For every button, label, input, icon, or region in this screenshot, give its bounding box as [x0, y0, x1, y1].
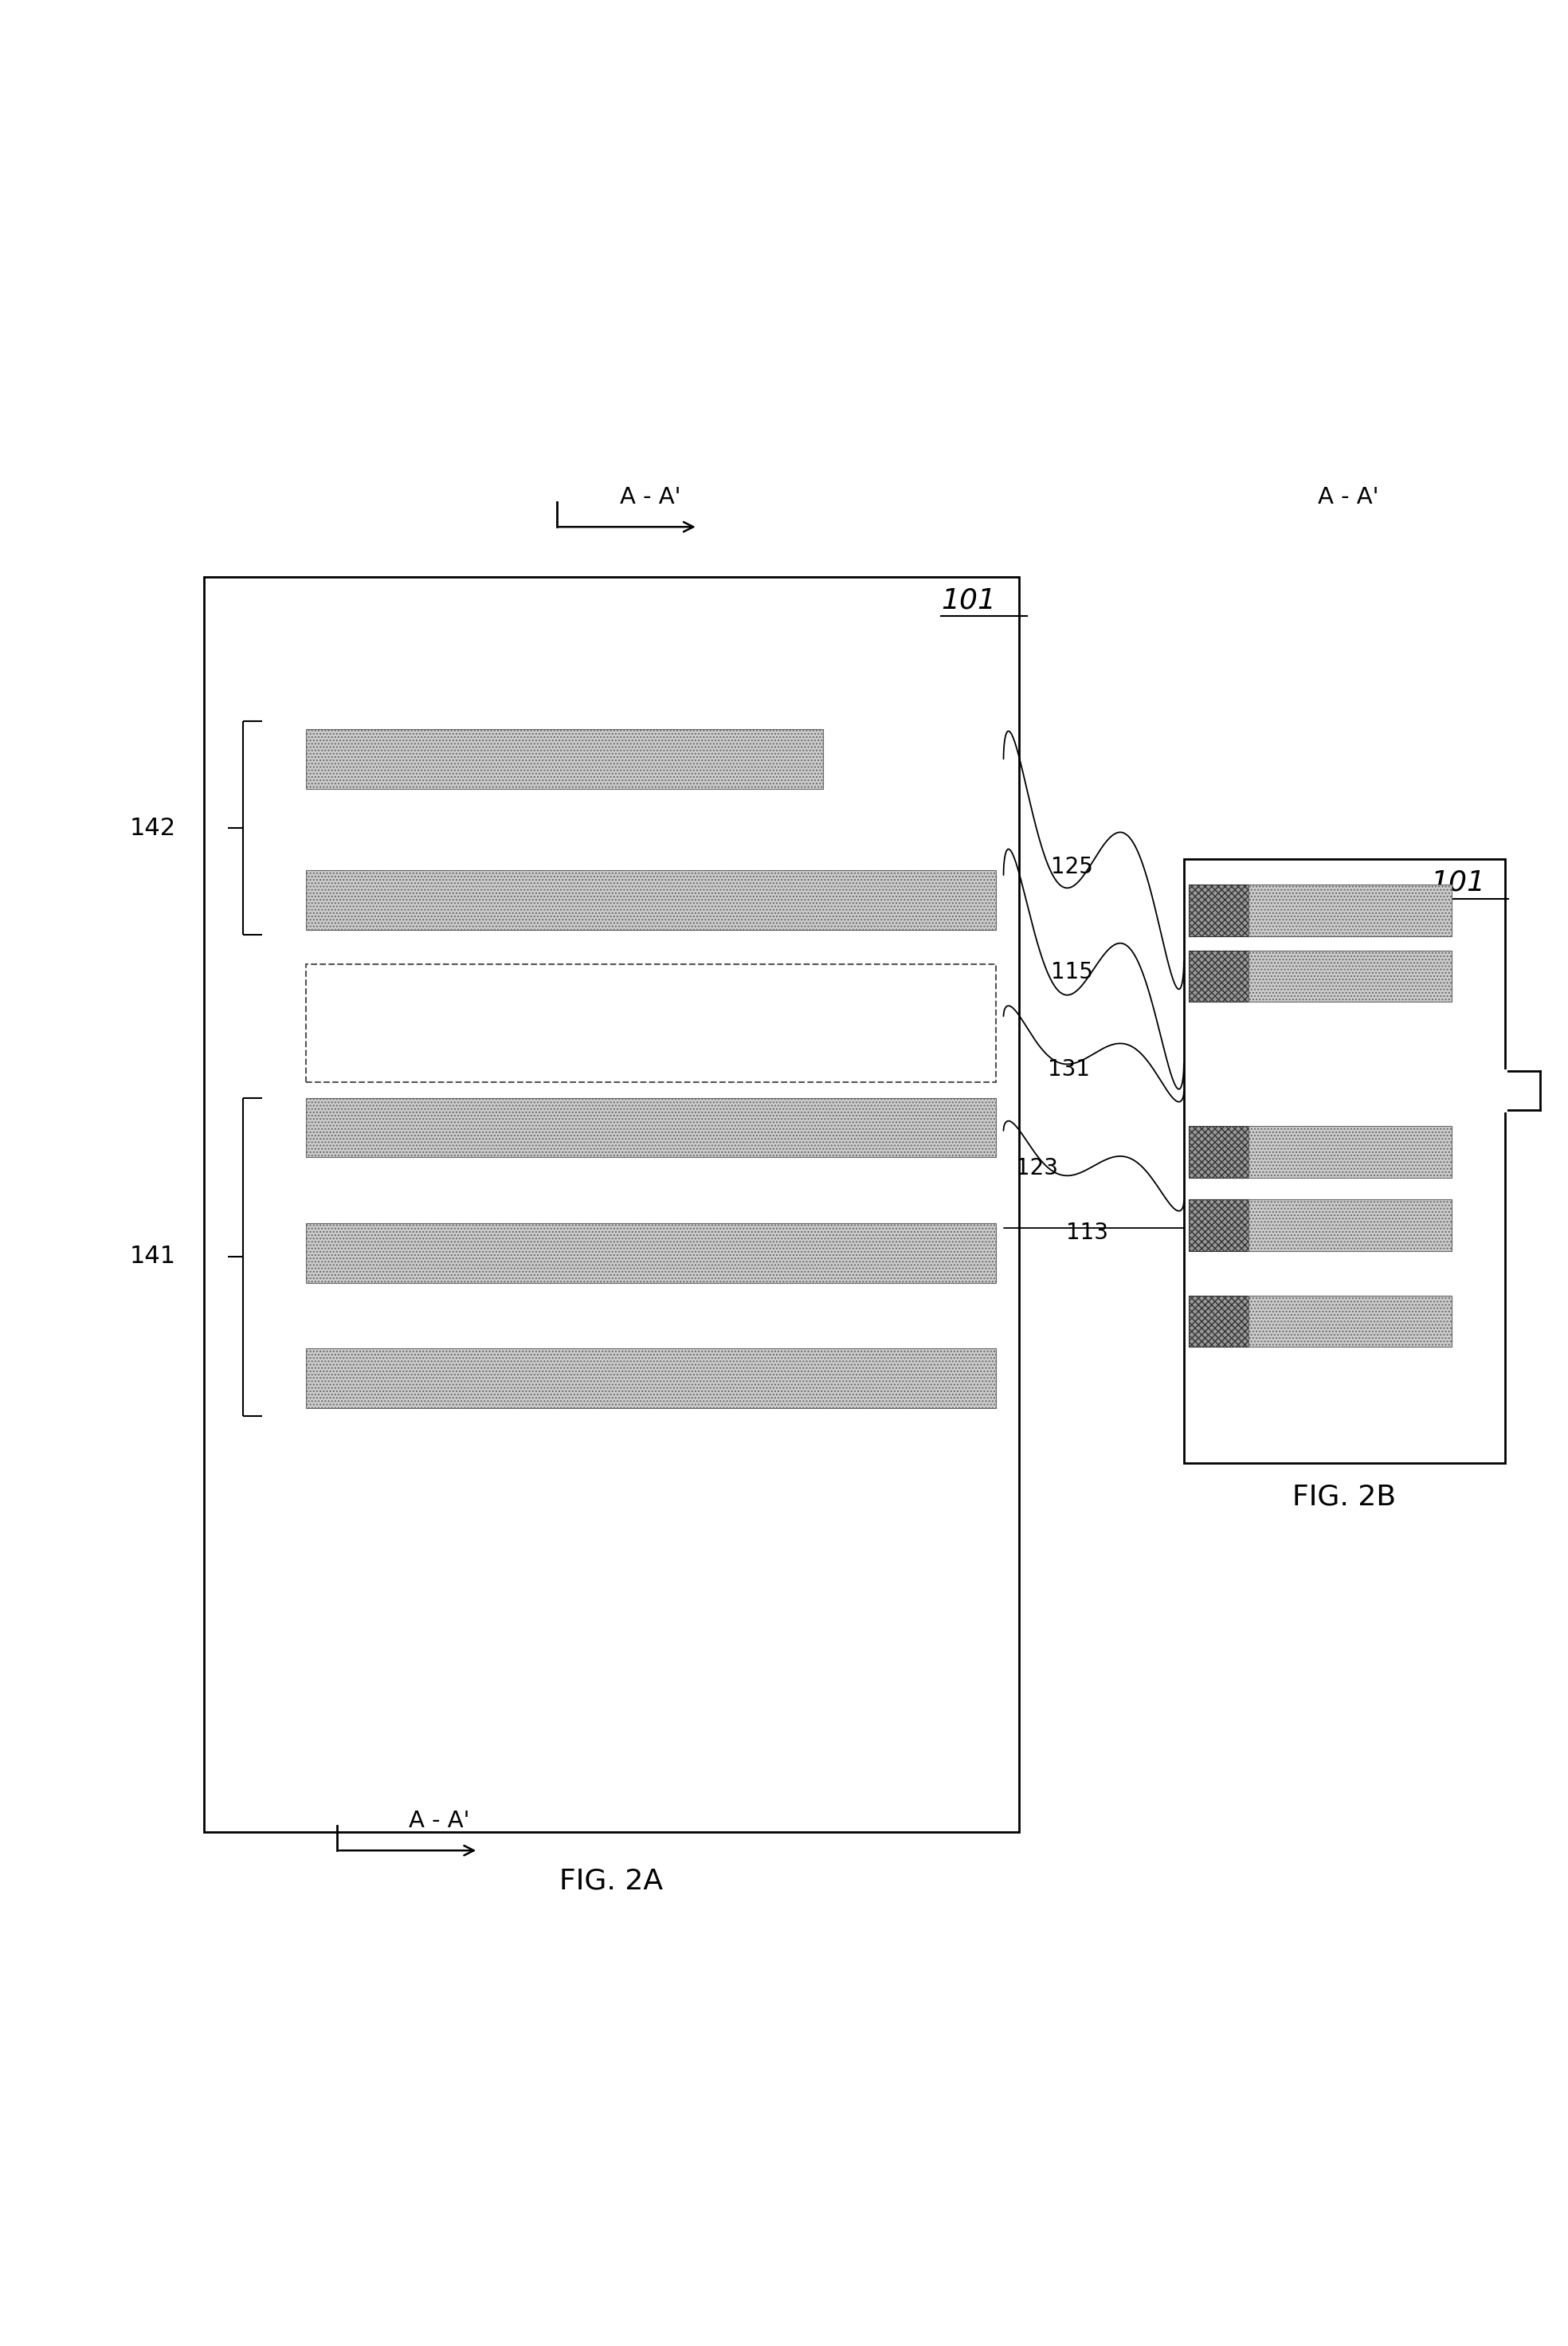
- Text: 101: 101: [1430, 870, 1485, 896]
- Text: FIG. 2B: FIG. 2B: [1292, 1483, 1396, 1511]
- Bar: [1189, 1126, 1248, 1178]
- Text: A - A': A - A': [621, 486, 681, 509]
- Bar: [1248, 950, 1452, 1002]
- Bar: [306, 730, 823, 788]
- Bar: [306, 870, 996, 929]
- Bar: [1248, 884, 1452, 936]
- Bar: [306, 1349, 996, 1408]
- Bar: [1189, 950, 1248, 1002]
- Text: 101: 101: [941, 586, 996, 615]
- Text: A - A': A - A': [1319, 486, 1378, 509]
- Bar: [306, 1222, 996, 1283]
- Text: 142: 142: [129, 816, 176, 840]
- Bar: [1189, 1295, 1248, 1347]
- Text: 141: 141: [129, 1246, 176, 1267]
- Text: 113: 113: [1066, 1222, 1109, 1243]
- Text: A - A': A - A': [409, 1809, 469, 1832]
- Bar: [306, 964, 996, 1082]
- Bar: [1189, 1199, 1248, 1250]
- Bar: [1248, 1199, 1452, 1250]
- Bar: [1184, 859, 1505, 1464]
- Text: 115: 115: [1051, 962, 1093, 983]
- Text: 123: 123: [1016, 1157, 1058, 1180]
- Text: FIG. 2A: FIG. 2A: [560, 1867, 663, 1896]
- Text: 131: 131: [1047, 1058, 1090, 1082]
- Bar: [1248, 1126, 1452, 1178]
- Text: 125: 125: [1051, 856, 1093, 877]
- Bar: [1248, 1295, 1452, 1347]
- Bar: [306, 1098, 996, 1157]
- Bar: [1189, 884, 1248, 936]
- Bar: [204, 577, 1019, 1832]
